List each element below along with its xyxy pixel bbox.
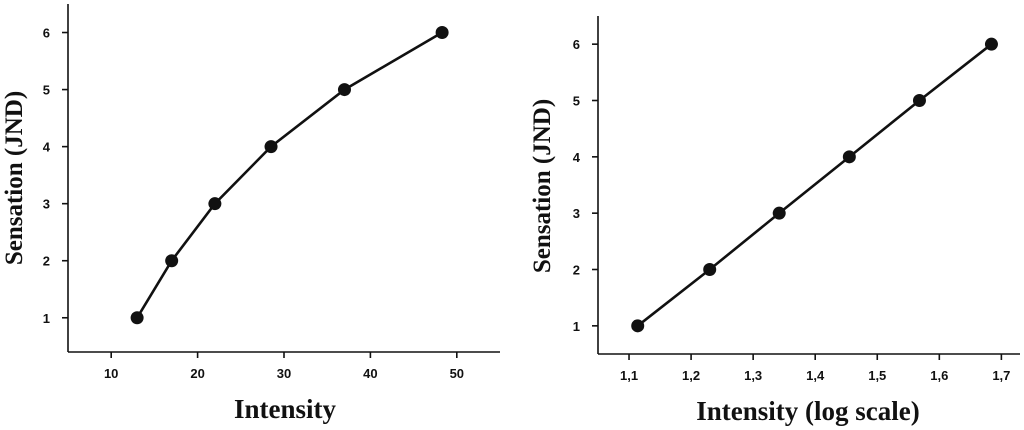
series-line [636, 43, 993, 327]
data-point [703, 263, 717, 276]
chart-1: 10 20 30 40 50 1 2 3 4 5 6 Intensity Sensation (JND) [1, 4, 500, 424]
x-tick-label: 1,1 [620, 368, 638, 383]
x-tick-label: 1,4 [806, 368, 825, 383]
y-tick-label: 2 [573, 263, 580, 278]
y-tick-label: 1 [43, 311, 50, 326]
x-tick-label: 10 [104, 366, 118, 381]
x-axis-label: Intensity (log scale) [696, 396, 919, 426]
x-tick-label: 30 [277, 366, 291, 381]
y-axis-label: Sensation (JND) [529, 99, 556, 273]
data-point [264, 140, 278, 154]
y-tick-label: 6 [43, 26, 50, 41]
y-tick-label: 4 [573, 150, 581, 165]
data-point [435, 26, 449, 40]
x-tick-label: 20 [190, 366, 204, 381]
data-point [130, 311, 144, 325]
y-tick-label: 6 [573, 37, 580, 52]
y-tick-label: 2 [43, 254, 50, 269]
y-tick-label: 1 [573, 319, 580, 334]
y-tick-label: 3 [43, 197, 50, 212]
data-point [984, 37, 998, 51]
data-point [337, 83, 351, 97]
series-line [136, 31, 443, 319]
x-tick-label: 1,3 [744, 368, 762, 383]
x-axis-label: Intensity [234, 394, 337, 424]
x-tick-label: 40 [363, 366, 377, 381]
y-axis-label: Sensation (JND) [1, 91, 28, 265]
data-point [208, 197, 222, 211]
y-tick-label: 4 [43, 140, 51, 155]
x-tick-label: 50 [450, 366, 464, 381]
y-tick-label: 5 [43, 83, 50, 98]
y-tick-label: 5 [573, 94, 580, 109]
x-tick-label: 1,2 [682, 368, 700, 383]
data-point [842, 150, 856, 164]
x-tick-label: 1,7 [992, 368, 1010, 383]
data-point [772, 206, 786, 220]
data-point [165, 254, 179, 268]
chart-2: 1,1 1,2 1,3 1,4 1,5 1,6 1,7 1 2 3 4 5 6 Intensity (lo… [529, 16, 1020, 426]
y-tick-label: 3 [573, 206, 580, 221]
data-point [912, 94, 926, 107]
data-point [631, 319, 645, 333]
x-tick-label: 1,5 [868, 368, 886, 383]
x-tick-label: 1,6 [930, 368, 948, 383]
